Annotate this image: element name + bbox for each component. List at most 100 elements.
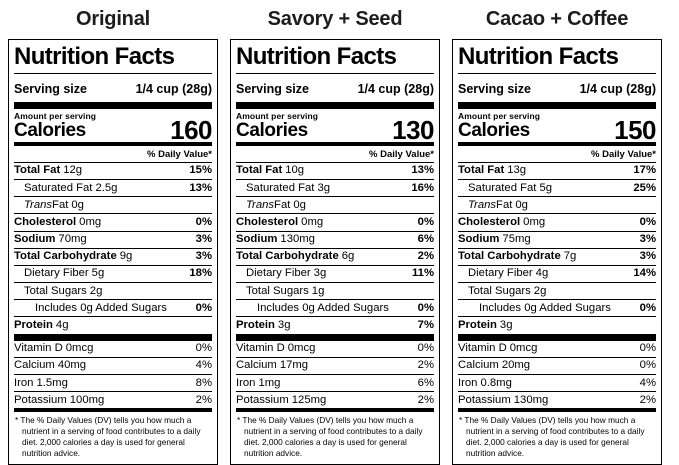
nutrient-row: Cholesterol 0mg 0% [458, 214, 656, 232]
nutrient-amount: 10g [285, 164, 305, 177]
nutrient-name: Iron [458, 376, 478, 389]
nutrient-name: Fat [52, 198, 69, 211]
nutrient-name: Total Sugars [468, 284, 531, 297]
nutrient-name-group: Saturated Fat 5g [468, 182, 552, 195]
nutrient-name-group: Saturated Fat 2.5g [24, 182, 117, 195]
nutrient-amount: 70mg [58, 233, 87, 246]
nutrient-name-group: Sodium 130mg [236, 233, 315, 246]
nutrient-amount: 1mg [258, 376, 281, 389]
micronutrient-row: Iron 1.5mg 8% [14, 375, 212, 393]
nutrient-amount: 9g [119, 250, 133, 263]
nutrient-amount: 130mg [513, 393, 549, 406]
calories-value: 150 [614, 114, 656, 145]
micronutrient-row: Vitamin D 0mcg 0% [458, 341, 656, 358]
nutrient-row: Saturated Fat 2.5g 13% [14, 180, 212, 198]
nutrient-daily-value: 0% [639, 301, 656, 314]
nutrient-name-group: TransFat 0g [468, 199, 528, 212]
nutrient-name: Calcium [14, 359, 55, 372]
nutrient-daily-value: 6% [417, 233, 434, 246]
nutrient-name: Total Carbohydrate [458, 250, 561, 263]
nutrient-name: Potassium [236, 393, 289, 406]
nutrient-daily-value: 0% [639, 215, 656, 228]
nutrient-name-group: Iron 1.5mg [14, 377, 68, 390]
nutrient-amount: 7g [563, 250, 577, 263]
nutrient-row: Total Fat 10g 13% [236, 163, 434, 181]
nutrient-row: Total Carbohydrate 7g 3% [458, 249, 656, 266]
nutrient-row: Saturated Fat 5g 25% [458, 180, 656, 198]
nutrient-daily-value: 0% [639, 342, 656, 355]
nutrient-name: Total Carbohydrate [236, 250, 339, 263]
nutrient-daily-value: 0% [639, 359, 656, 372]
nutrient-row: Protein 3g [458, 317, 656, 333]
nutrient-row: Protein 4g [14, 317, 212, 333]
nutrient-row: TransFat 0g [14, 197, 212, 215]
thick-divider [236, 101, 434, 109]
nutrient-daily-value: 13% [189, 181, 212, 194]
nutrient-name: Total Fat [458, 164, 505, 177]
nutrient-name: Sodium [14, 233, 56, 246]
nutrient-name: Calcium [458, 359, 499, 372]
nutrient-row: Total Carbohydrate 6g 2% [236, 249, 434, 266]
daily-value-footnote: * The % Daily Values (DV) tells you how … [15, 415, 201, 459]
nutrient-name-italic: Trans [24, 198, 53, 211]
nutrient-daily-value: 6% [417, 376, 434, 389]
nutrient-name-group: TransFat 0g [24, 199, 84, 212]
amount-per-serving-label: Amount per serving [14, 110, 97, 121]
daily-value-footnote: * The % Daily Values (DV) tells you how … [237, 415, 423, 459]
nutrient-daily-value: 2% [417, 359, 434, 372]
nutrient-name: Total Fat [236, 164, 283, 177]
medium-divider [236, 141, 434, 146]
nutrient-amount: 0mcg [65, 342, 94, 355]
label-column: Original Nutrition Facts Serving size 1/4 c… [8, 5, 218, 465]
nutrient-daily-value: 0% [195, 301, 212, 314]
nutrient-name: Vitamin D [14, 342, 63, 355]
nutrient-name-group: TransFat 0g [246, 199, 306, 212]
nutrient-amount: 1g [311, 284, 325, 297]
nutrient-daily-value: 17% [633, 164, 656, 177]
nutrient-name-group: Dietary Fiber 4g [468, 267, 548, 280]
nutrient-amount: 13g [507, 164, 527, 177]
nutrient-name-group: Cholesterol 0mg [458, 216, 545, 229]
nutrient-name-group: Cholesterol 0mg [14, 216, 101, 229]
nutrient-amount: 0g [293, 198, 306, 211]
nutrient-amount: 2g [533, 284, 547, 297]
serving-size-value: 1/4 cup (28g) [135, 81, 212, 96]
nutrient-name: Iron [236, 376, 256, 389]
nutrient-name-group: Potassium 130mg [458, 394, 548, 407]
daily-value-header: % Daily Value* [458, 146, 656, 163]
micronutrient-row: Vitamin D 0mcg 0% [236, 341, 434, 358]
nutrient-amount: 100mg [69, 393, 105, 406]
nutrient-amount: 0mcg [287, 342, 316, 355]
nutrient-amount: 5g [91, 267, 105, 280]
nutrient-name-group: Vitamin D 0mcg [458, 342, 537, 355]
nutrient-amount: 1.5mg [36, 376, 68, 389]
nutrient-daily-value: 14% [633, 267, 656, 280]
nutrient-name-group: Calcium 17mg [236, 359, 308, 372]
amount-per-serving-label: Amount per serving [236, 110, 319, 121]
nutrient-amount: 3g [317, 181, 331, 194]
nutrient-name-group: Sodium 70mg [14, 233, 87, 246]
nutrient-amount: 3g [277, 318, 291, 331]
nutrient-name-group: Potassium 100mg [14, 394, 104, 407]
nutrient-row: Total Fat 12g 15% [14, 163, 212, 181]
nutrient-row: Sodium 75mg 3% [458, 232, 656, 249]
nutrient-name-italic: Trans [246, 198, 275, 211]
nutrient-amount: 0mg [523, 215, 546, 228]
nutrient-name-group: Saturated Fat 3g [246, 182, 330, 195]
nutrition-facts-heading: Nutrition Facts [14, 43, 212, 74]
nutrient-name-group: Total Carbohydrate 6g [236, 250, 354, 263]
nutrient-name: Fat [496, 198, 513, 211]
serving-size-row: Serving size 1/4 cup (28g) [458, 74, 656, 102]
nutrient-name-group: Iron 1mg [236, 377, 280, 390]
nutrient-name: Iron [14, 376, 34, 389]
amount-per-serving-label: Amount per serving [458, 110, 541, 121]
nutrient-daily-value: 3% [195, 250, 212, 263]
nutrient-name: Total Fat [14, 164, 61, 177]
calories-label: Calories [458, 119, 530, 141]
nutrient-daily-value: 3% [195, 233, 212, 246]
nutrient-row: Total Sugars 1g [236, 283, 434, 301]
nutrient-name-group: Sodium 75mg [458, 233, 531, 246]
nutrient-row: Protein 3g 7% [236, 317, 434, 333]
micronutrient-row: Vitamin D 0mcg 0% [14, 341, 212, 358]
medium-divider [458, 408, 656, 413]
